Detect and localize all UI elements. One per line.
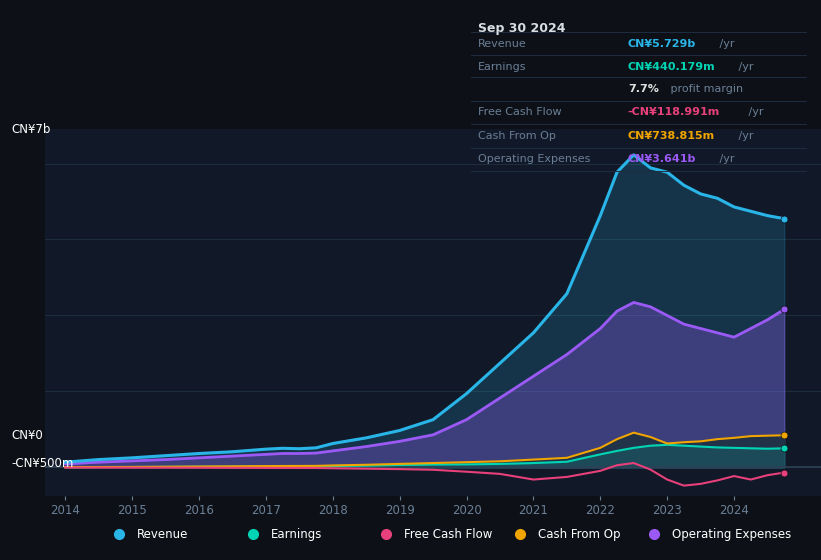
Text: CN¥5.729b: CN¥5.729b [628,39,696,49]
Text: Cash From Op: Cash From Op [478,131,556,141]
Text: Revenue: Revenue [478,39,526,49]
Text: /yr: /yr [736,131,754,141]
Text: -CN¥118.991m: -CN¥118.991m [628,108,720,117]
Text: -CN¥500m: -CN¥500m [11,456,74,470]
Text: Free Cash Flow: Free Cash Flow [405,528,493,541]
Text: CN¥7b: CN¥7b [11,123,51,136]
Text: Earnings: Earnings [478,62,526,72]
Text: profit margin: profit margin [667,84,743,94]
Text: /yr: /yr [716,155,734,164]
Text: Earnings: Earnings [271,528,322,541]
Text: 7.7%: 7.7% [628,84,658,94]
Text: /yr: /yr [745,108,764,117]
Text: /yr: /yr [716,39,734,49]
Text: Operating Expenses: Operating Expenses [672,528,791,541]
Text: Sep 30 2024: Sep 30 2024 [478,22,566,35]
Text: Revenue: Revenue [137,528,189,541]
Text: Cash From Op: Cash From Op [538,528,621,541]
Text: CN¥3.641b: CN¥3.641b [628,155,696,164]
Text: /yr: /yr [736,62,754,72]
Text: CN¥738.815m: CN¥738.815m [628,131,715,141]
Text: CN¥0: CN¥0 [11,429,44,442]
Text: Operating Expenses: Operating Expenses [478,155,590,164]
Text: Free Cash Flow: Free Cash Flow [478,108,562,117]
Text: CN¥440.179m: CN¥440.179m [628,62,715,72]
